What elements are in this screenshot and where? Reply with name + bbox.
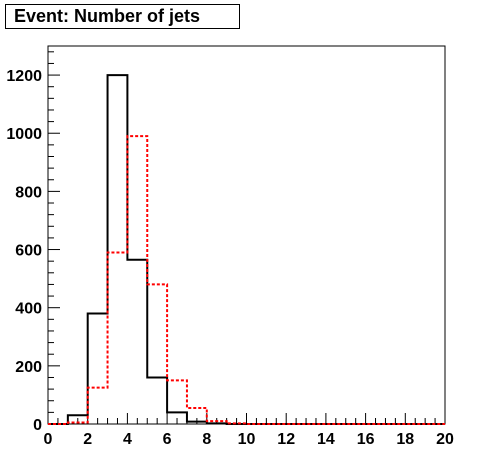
x-tick-label: 2 [83, 431, 92, 448]
y-tick-label: 600 [15, 243, 42, 260]
y-axis: 0 200 400 600 800 1000 1200 [6, 51, 60, 434]
x-tick-label: 4 [123, 431, 132, 448]
x-tick-label: 10 [238, 431, 256, 448]
x-axis: 0 2 4 6 8 10 12 14 16 18 20 [44, 413, 454, 448]
y-tick-label: 1200 [6, 68, 42, 85]
y-tick-label: 200 [15, 359, 42, 376]
x-tick-label: 18 [396, 431, 414, 448]
x-tick-label: 14 [317, 431, 335, 448]
y-tick-label: 0 [33, 417, 42, 434]
series-layer [48, 74, 445, 425]
y-tick-label: 800 [15, 184, 42, 201]
x-tick-label: 6 [163, 431, 172, 448]
y-tick-label: 1000 [6, 126, 42, 143]
x-tick-label: 12 [277, 431, 295, 448]
y-tick-label: 400 [15, 301, 42, 318]
histogram-series-2 [48, 135, 445, 425]
x-tick-label: 20 [436, 431, 454, 448]
chart-title: Event: Number of jets [5, 4, 240, 29]
x-tick-label: 16 [357, 431, 375, 448]
x-tick-label: 8 [202, 431, 211, 448]
x-tick-label: 0 [44, 431, 53, 448]
